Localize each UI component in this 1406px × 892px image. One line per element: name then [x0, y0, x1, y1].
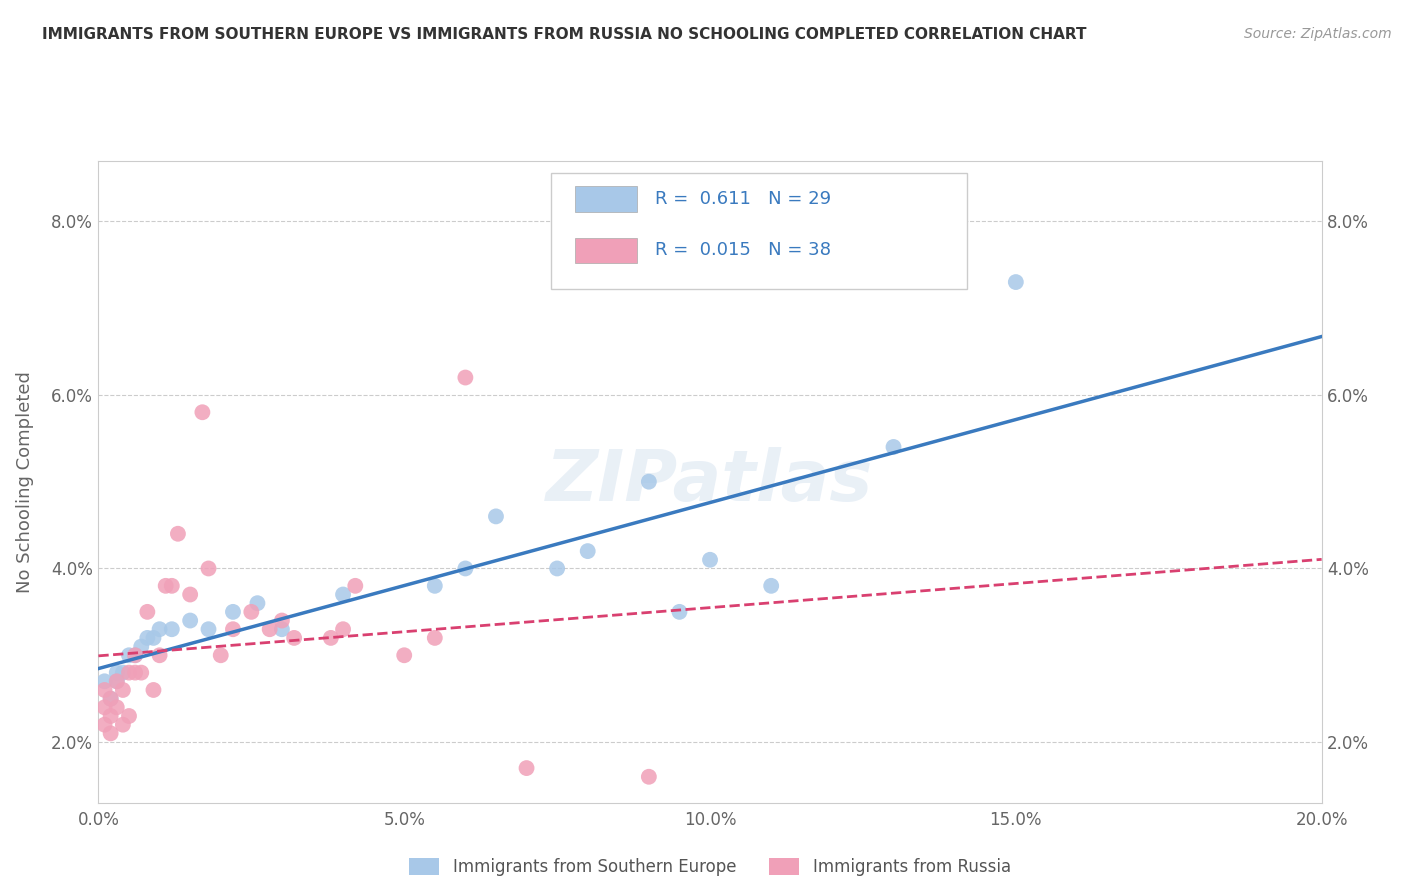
Text: R =  0.611   N = 29: R = 0.611 N = 29 [655, 190, 831, 208]
Point [111, 665, 134, 680]
Point [149, 648, 172, 663]
FancyBboxPatch shape [575, 186, 637, 212]
Text: ZIPatlas: ZIPatlas [547, 447, 873, 516]
Point [259, 622, 281, 636]
Y-axis label: No Schooling Completed: No Schooling Completed [17, 371, 34, 592]
Point [883, 440, 905, 454]
Point [668, 605, 690, 619]
Point [576, 544, 599, 558]
Point [319, 631, 342, 645]
Point [111, 717, 134, 731]
Point [155, 579, 177, 593]
Point [222, 622, 245, 636]
Point [179, 587, 201, 601]
Point [93, 683, 115, 698]
Point [454, 370, 477, 384]
Point [423, 579, 446, 593]
Point [124, 665, 146, 680]
Point [246, 596, 269, 610]
Point [423, 631, 446, 645]
Point [270, 614, 292, 628]
FancyBboxPatch shape [575, 237, 637, 263]
Point [93, 674, 115, 689]
Point [392, 648, 416, 663]
Point [270, 622, 292, 636]
Point [332, 587, 354, 601]
Point [197, 622, 219, 636]
Point [197, 561, 219, 575]
Legend: Immigrants from Southern Europe, Immigrants from Russia: Immigrants from Southern Europe, Immigra… [401, 849, 1019, 884]
Point [240, 605, 263, 619]
Point [344, 579, 367, 593]
Point [100, 691, 122, 706]
Point [209, 648, 232, 663]
Point [142, 631, 165, 645]
Point [136, 631, 159, 645]
Point [124, 648, 146, 663]
Point [118, 648, 141, 663]
Point [105, 700, 128, 714]
Point [283, 631, 305, 645]
Point [129, 640, 152, 654]
Point [179, 614, 201, 628]
Point [129, 665, 152, 680]
Point [759, 579, 782, 593]
Point [93, 717, 115, 731]
Point [546, 561, 568, 575]
Point [167, 526, 190, 541]
Point [1004, 275, 1026, 289]
Point [160, 622, 183, 636]
Point [454, 561, 477, 575]
FancyBboxPatch shape [551, 173, 967, 289]
Point [136, 605, 159, 619]
Point [105, 674, 128, 689]
Point [637, 770, 661, 784]
Point [222, 605, 245, 619]
Point [124, 648, 146, 663]
Point [191, 405, 214, 419]
Point [332, 622, 354, 636]
Text: R =  0.015   N = 38: R = 0.015 N = 38 [655, 242, 831, 260]
Point [149, 622, 172, 636]
Point [105, 665, 128, 680]
Point [100, 691, 122, 706]
Point [105, 674, 128, 689]
Point [516, 761, 538, 775]
Point [93, 700, 115, 714]
Point [111, 683, 134, 698]
Point [160, 579, 183, 593]
Point [699, 553, 721, 567]
Point [485, 509, 508, 524]
Point [100, 709, 122, 723]
Point [142, 683, 165, 698]
Text: Source: ZipAtlas.com: Source: ZipAtlas.com [1244, 27, 1392, 41]
Point [118, 665, 141, 680]
Point [118, 709, 141, 723]
Point [100, 726, 122, 740]
Text: IMMIGRANTS FROM SOUTHERN EUROPE VS IMMIGRANTS FROM RUSSIA NO SCHOOLING COMPLETED: IMMIGRANTS FROM SOUTHERN EUROPE VS IMMIG… [42, 27, 1087, 42]
Point [637, 475, 661, 489]
